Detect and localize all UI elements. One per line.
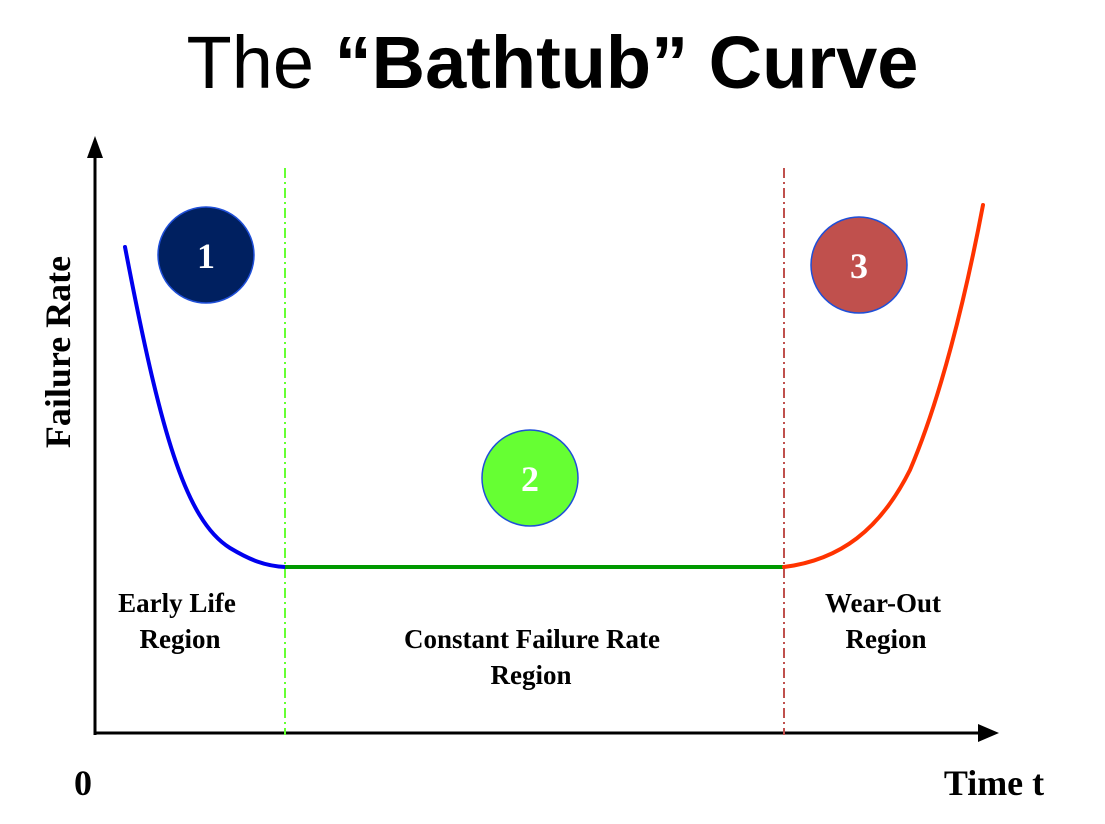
- title-suffix: Curve: [688, 21, 919, 104]
- region-3-badge: [810, 216, 908, 314]
- region-2-number: 2: [521, 459, 539, 499]
- wear-out-label-line-1: Wear-Out: [825, 588, 941, 618]
- region-1-number: 1: [197, 236, 215, 276]
- early-life-curve: [123, 245, 287, 569]
- wear-out-curve: [782, 203, 985, 569]
- y-axis-arrowhead: [87, 136, 103, 158]
- region-1-badge: [157, 206, 255, 304]
- title-prefix: The: [186, 21, 335, 104]
- origin-label: 0: [74, 763, 92, 803]
- early-life-label-line-2: Region: [140, 624, 221, 654]
- title-emphasis: “Bathtub”: [334, 21, 689, 104]
- x-axis-label: Time t: [944, 763, 1044, 803]
- figure-title: The “Bathtub” Curve: [0, 18, 1105, 108]
- x-axis-arrowhead: [978, 724, 999, 742]
- constant-region-label-line-1: Constant Failure Rate: [404, 624, 660, 654]
- constant-region-label-line-2: Region: [491, 660, 572, 690]
- early-life-label-line-1: Early Life: [118, 588, 236, 618]
- wear-out-label-line-2: Region: [846, 624, 927, 654]
- region-3-number: 3: [850, 246, 868, 286]
- y-axis-label: Failure Rate: [38, 256, 78, 448]
- region-2-badge: [481, 429, 579, 527]
